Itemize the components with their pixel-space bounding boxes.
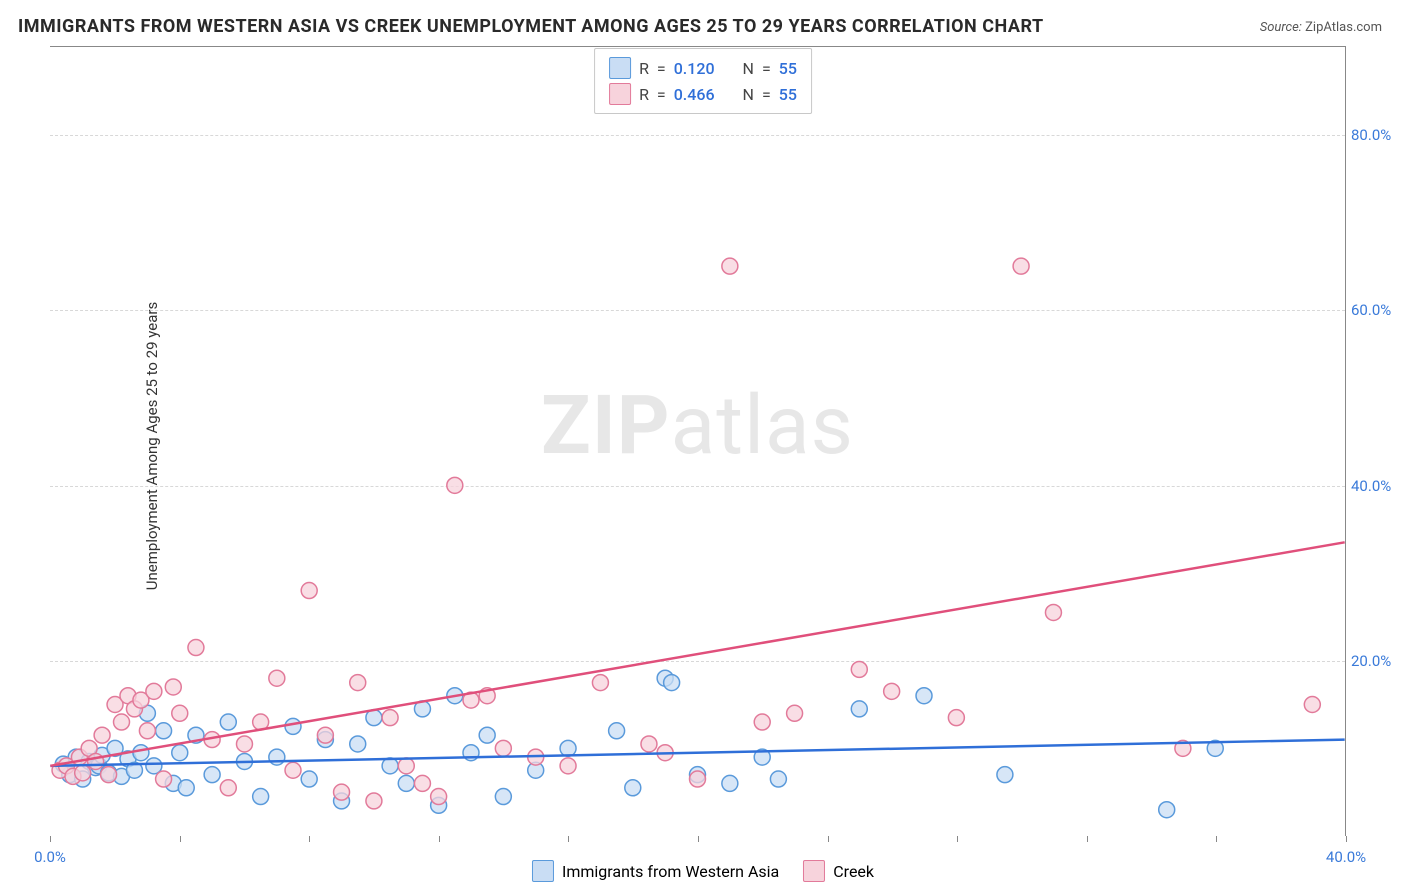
legend-item-immigrants: Immigrants from Western Asia (532, 860, 779, 882)
n-val-1: 55 (779, 59, 797, 78)
scatter-svg (50, 47, 1345, 836)
r-val-2: 0.466 (674, 85, 715, 104)
swatch-immigrants-2 (532, 860, 554, 882)
n-val-2: 55 (779, 85, 797, 104)
r-val-1: 0.120 (674, 59, 715, 78)
chart-title: IMMIGRANTS FROM WESTERN ASIA VS CREEK UN… (18, 16, 1044, 37)
legend-stats: R = 0.120 N = 55 R = 0.466 N = 55 (594, 48, 812, 114)
eq-2: = (762, 59, 771, 78)
source-label: Source: (1260, 20, 1302, 35)
eq-4: = (762, 85, 771, 104)
x-tick-label: 40.0% (1326, 848, 1366, 866)
source-attr: Source: ZipAtlas.com (1260, 20, 1382, 35)
y-tick-label: 60.0% (1351, 301, 1406, 319)
r-label-1: R (639, 59, 649, 78)
swatch-creek (609, 83, 631, 105)
source-value: ZipAtlas.com (1305, 20, 1382, 35)
legend-series: Immigrants from Western Asia Creek (532, 860, 874, 882)
swatch-immigrants (609, 57, 631, 79)
chart-container: IMMIGRANTS FROM WESTERN ASIA VS CREEK UN… (0, 0, 1406, 892)
eq-1: = (657, 59, 666, 78)
swatch-creek-2 (803, 860, 825, 882)
y-tick-label: 40.0% (1351, 477, 1406, 495)
plot-area: ZIPatlas 20.0%40.0%60.0%80.0%0.0%40.0% (50, 46, 1346, 836)
eq-3: = (657, 85, 666, 104)
y-tick-label: 20.0% (1351, 652, 1406, 670)
n-label-2: N (743, 85, 754, 104)
x-tick-label: 0.0% (34, 848, 66, 866)
series-name-2: Creek (833, 862, 874, 881)
legend-row-2: R = 0.466 N = 55 (609, 81, 797, 107)
n-label-1: N (743, 59, 754, 78)
r-label-2: R (639, 85, 649, 104)
series-name-1: Immigrants from Western Asia (562, 862, 779, 881)
legend-row-1: R = 0.120 N = 55 (609, 55, 797, 81)
y-tick-label: 80.0% (1351, 126, 1406, 144)
legend-item-creek: Creek (803, 860, 874, 882)
